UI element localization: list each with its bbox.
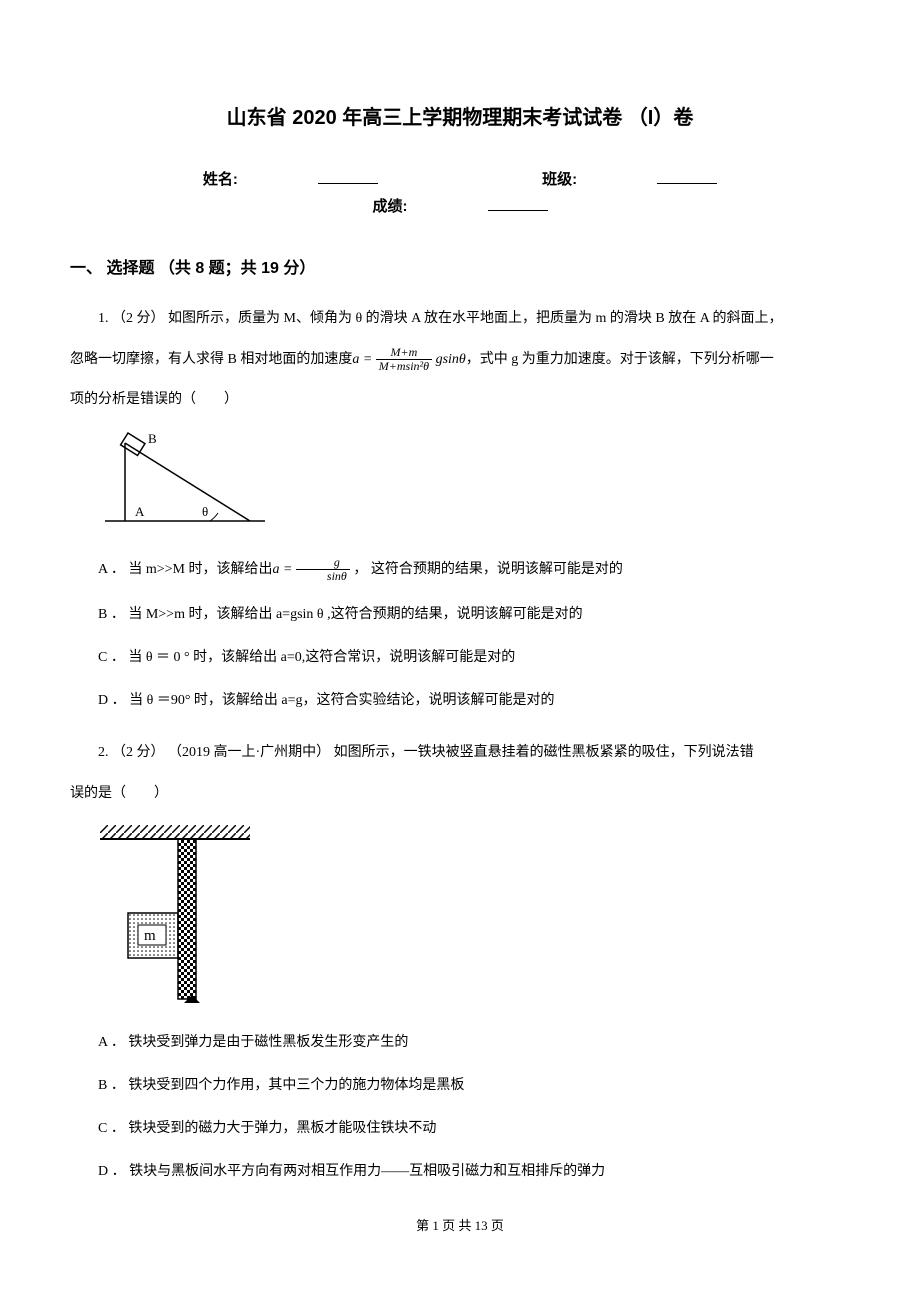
- figure-label-m: m: [144, 928, 156, 944]
- q2-option-c: C ． 铁块受到的磁力大于弹力，黑板才能吸住铁块不动: [70, 1116, 850, 1141]
- q2-option-b: B ． 铁块受到四个力作用，其中三个力的施力物体均是黑板: [70, 1073, 850, 1098]
- header-info-row: 姓名: 班级: 成绩:: [70, 166, 850, 220]
- name-field: 姓名:: [163, 166, 418, 193]
- q1-option-a: A ． 当 m>>M 时，该解给出a = gsinθ ， 这符合预期的结果，说明…: [70, 556, 850, 583]
- q1-line2: 忽略一切摩擦，有人求得 B 相对地面的加速度a = M+mM+msin²θ gs…: [70, 345, 850, 376]
- q2-line1: 2. （2 分） （2019 高一上·广州期中） 如图所示，一铁块被竖直悬挂着的…: [70, 738, 850, 769]
- figure-label-a: A: [135, 504, 145, 519]
- question-1: 1. （2 分） 如图所示，质量为 M、倾角为 θ 的滑块 A 放在水平地面上，…: [70, 304, 850, 713]
- section-1-heading: 一、 选择题 （共 8 题；共 19 分）: [70, 255, 850, 284]
- q2-figure: m: [100, 825, 850, 1005]
- q1-option-c: C ． 当 θ ＝ 0 ° 时，该解给出 a=0,这符合常识，说明该解可能是对的: [70, 645, 850, 670]
- q2-option-a: A ． 铁块受到弹力是由于磁性黑板发生形变产生的: [70, 1030, 850, 1055]
- page-footer: 第 1 页 共 13 页: [70, 1214, 850, 1237]
- q1-figure: B A θ: [100, 431, 850, 531]
- q1-line1: 1. （2 分） 如图所示，质量为 M、倾角为 θ 的滑块 A 放在水平地面上，…: [70, 304, 850, 335]
- score-field: 成绩:: [333, 193, 588, 220]
- q2-option-d: D ． 铁块与黑板间水平方向有两对相互作用力——互相吸引磁力和互相排斥的弹力: [70, 1159, 850, 1184]
- figure-label-theta: θ: [202, 504, 208, 519]
- q1-option-d: D ． 当 θ ＝90° 时，该解给出 a=g，这符合实验结论，说明该解可能是对…: [70, 688, 850, 713]
- figure-label-b: B: [148, 431, 157, 446]
- question-2: 2. （2 分） （2019 高一上·广州期中） 如图所示，一铁块被竖直悬挂着的…: [70, 738, 850, 1184]
- q1-line3: 项的分析是错误的（ ）: [70, 385, 850, 416]
- document-title: 山东省 2020 年高三上学期物理期末考试试卷 （I）卷: [70, 100, 850, 136]
- class-field: 班级:: [502, 166, 757, 193]
- q1-option-b: B ． 当 M>>m 时，该解给出 a=gsin θ ,这符合预期的结果，说明该…: [70, 602, 850, 627]
- q2-line2: 误的是（ ）: [70, 779, 850, 810]
